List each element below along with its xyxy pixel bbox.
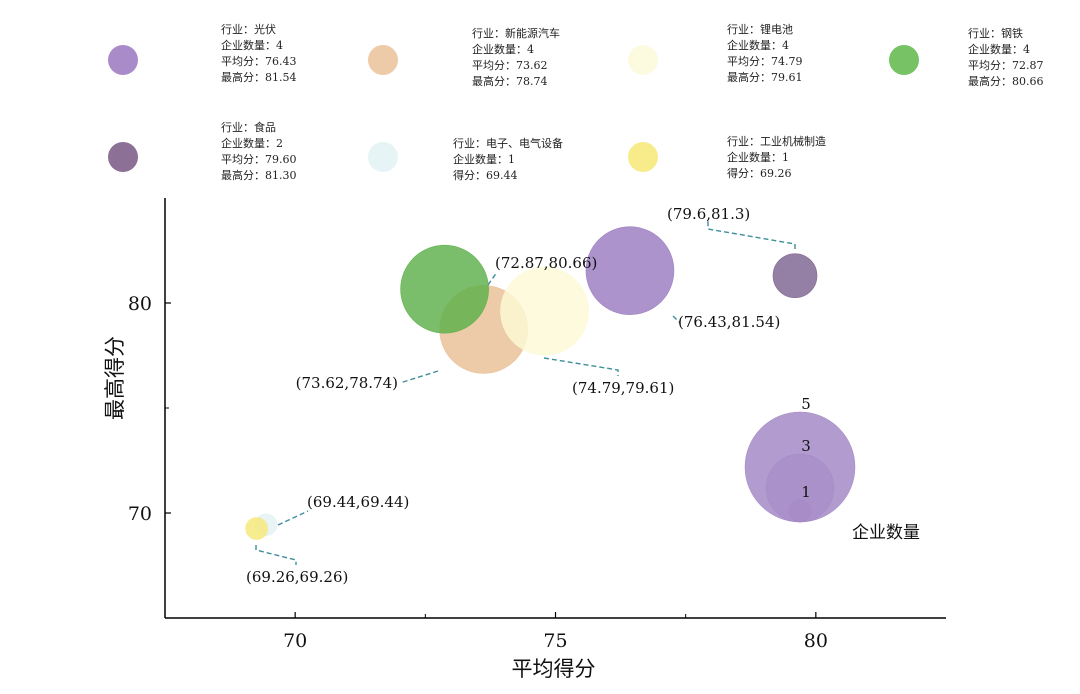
legend-swatch [628, 45, 658, 75]
callout-leader [255, 545, 297, 565]
legend-line: 企业数量：4 [968, 43, 1030, 56]
legend-swatch [108, 142, 138, 172]
bubble [585, 226, 675, 315]
bubble [400, 244, 489, 334]
callout-label: (79.6,81.3) [667, 205, 750, 223]
legend-line: 最高分：81.30 [221, 169, 297, 182]
size-legend-label: 5 [801, 395, 811, 413]
legend-line: 平均分：76.43 [221, 55, 297, 68]
legend-line: 得分：69.44 [453, 169, 518, 182]
callout-label: (76.43,81.54) [678, 313, 780, 331]
legend-text: 行业：锂电池 企业数量：4 平均分：74.79 最高分：79.61 [727, 22, 803, 86]
legend-line: 企业数量：1 [727, 151, 789, 164]
callout-leader [672, 315, 681, 324]
y-axis-title: 最高得分 [103, 336, 127, 420]
callout-label: (72.87,80.66) [495, 254, 597, 272]
size-legend-label: 1 [801, 483, 811, 501]
y-tick-label: 80 [128, 293, 152, 315]
axes: 70 75 80 70 80 平均得分 最高得分 [103, 198, 946, 681]
callout-leader [707, 221, 796, 249]
callout-leader [543, 357, 619, 376]
legend-line: 得分：69.26 [727, 167, 792, 180]
legend: 行业：光伏 企业数量：4 平均分：76.43 最高分：81.54 行业：新能源汽车 企业数… [0, 0, 1080, 200]
callouts: (76.43,81.54) (73.62,78.74) (72.87,80.66) (… [246, 205, 796, 586]
legend-text: 行业：工业机械制造 企业数量：1 得分：69.26 [727, 134, 826, 182]
legend-line: 企业数量：2 [221, 137, 283, 150]
legend-line: 行业：工业机械制造 [727, 135, 826, 148]
legend-line: 最高分：79.61 [727, 71, 803, 84]
callout-leader [487, 271, 498, 286]
bubble [772, 253, 818, 299]
legend-line: 行业：食品 [221, 121, 276, 134]
bubbles [245, 226, 818, 540]
legend-line: 行业：电子、电气设备 [453, 137, 563, 150]
legend-line: 平均分：73.62 [472, 59, 548, 72]
x-tick-label: 75 [543, 630, 567, 652]
callout-leader [277, 510, 309, 526]
callout-label: (69.44,69.44) [307, 493, 409, 511]
legend-line: 行业：新能源汽车 [472, 27, 560, 40]
size-legend-label: 3 [801, 437, 811, 455]
legend-line: 行业：锂电池 [727, 23, 793, 36]
legend-text: 行业：电子、电气设备 企业数量：1 得分：69.44 [453, 136, 563, 184]
callout-label: (73.62,78.74) [296, 374, 398, 392]
x-tick-label: 80 [804, 630, 828, 652]
bubble [245, 517, 268, 540]
x-tick-label: 70 [283, 630, 307, 652]
legend-text: 行业：钢铁企业数量：4 平均分：72.87 最高分：80.66 [968, 26, 1044, 90]
size-legend-title: 企业数量 [852, 523, 920, 543]
legend-swatch [628, 142, 658, 172]
legend-text: 行业：食品企业数量：2 平均分：79.60 最高分：81.30 [221, 120, 297, 184]
y-tick-label: 70 [128, 503, 152, 525]
callout-leader [399, 370, 439, 384]
legend-text: 行业：新能源汽车 企业数量：4 平均分：73.62 最高分：78.74 [472, 26, 560, 90]
legend-swatch [108, 45, 138, 75]
legend-line: 行业：光伏 [221, 23, 276, 36]
x-axis-title: 平均得分 [512, 657, 596, 681]
legend-line: 最高分：78.74 [472, 75, 548, 88]
legend-line: 平均分：79.60 [221, 153, 297, 166]
legend-line: 企业数量：4 [727, 39, 789, 52]
legend-line: 最高分：80.66 [968, 75, 1044, 88]
legend-line: 行业：钢铁 [968, 27, 1023, 40]
legend-line: 企业数量：4 [472, 43, 534, 56]
legend-swatch [368, 142, 398, 172]
callout-label: (69.26,69.26) [246, 568, 348, 586]
legend-swatch [889, 45, 919, 75]
legend-text: 行业：光伏企业数量：4 平均分：76.43 最高分：81.54 [221, 22, 297, 86]
size-legend: 5 3 1 企业数量 [744, 395, 920, 543]
legend-swatch [368, 45, 398, 75]
bubble [500, 266, 589, 356]
callout-label: (74.79,79.61) [572, 379, 674, 397]
size-legend-circle [788, 499, 812, 523]
legend-line: 平均分：74.79 [727, 55, 803, 68]
legend-line: 最高分：81.54 [221, 71, 297, 84]
legend-line: 企业数量：4 [221, 39, 283, 52]
legend-line: 企业数量：1 [453, 153, 515, 166]
legend-line: 平均分：72.87 [968, 59, 1044, 72]
